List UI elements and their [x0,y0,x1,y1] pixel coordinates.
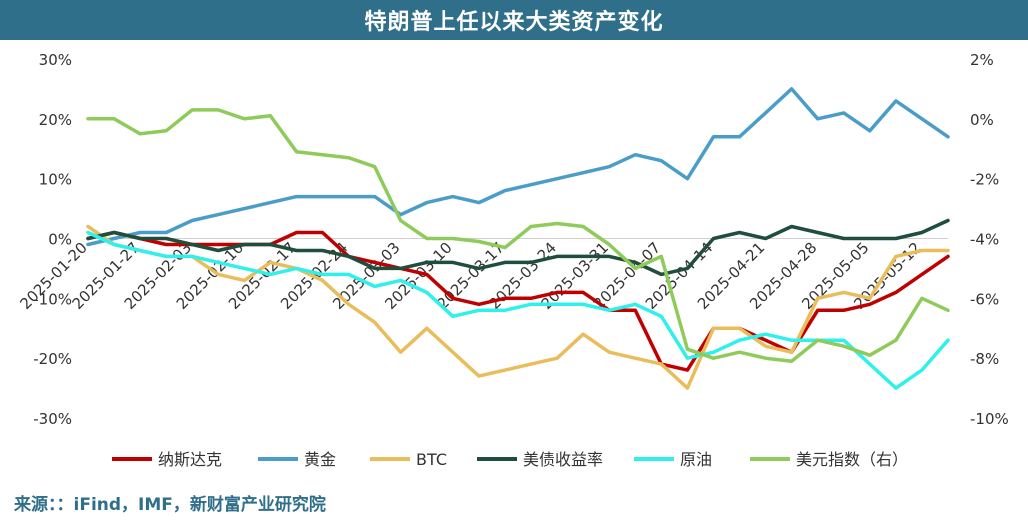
y-left-tick-label: -10% [33,290,72,308]
y-right-tick-label: -6% [970,290,999,308]
legend-label: BTC [416,450,447,469]
series-line [86,224,950,390]
chart-title: 特朗普上任以来大类资产变化 [0,0,1028,40]
series-line [86,87,950,247]
source-note: 来源：：iFind，IMF，新财富产业研究院 [14,495,326,515]
legend-label: 美元指数（右） [796,450,908,469]
series-line [86,230,950,390]
legend-label: 黄金 [304,450,336,469]
y-left-tick-label: 20% [39,111,72,129]
series-line [86,218,950,277]
y-left-tick-label: 0% [48,231,72,249]
legend-label: 原油 [680,450,712,469]
y-left-tick-label: -30% [33,410,72,428]
y-right-tick-label: 0% [970,111,994,129]
y-right-tick-label: -10% [970,410,1009,428]
y-left-tick-label: -20% [33,350,72,368]
y-left-tick-label: 10% [39,171,72,189]
series-line [86,230,950,372]
y-right-tick-label: -4% [970,231,999,249]
y-right-tick-label: 2% [970,51,994,69]
y-left-tick-label: 30% [39,51,72,69]
y-right-tick-label: -8% [970,350,999,368]
y-right-tick-label: -2% [970,171,999,189]
line-chart: 30% 20% 10% 0% -10% -20% -30% 2% 0% -2% -4% -6% -8% -… [16,51,1009,469]
legend-label: 纳斯达克 [158,450,222,469]
series-line [86,108,950,363]
legend-label: 美债收益率 [523,450,603,469]
